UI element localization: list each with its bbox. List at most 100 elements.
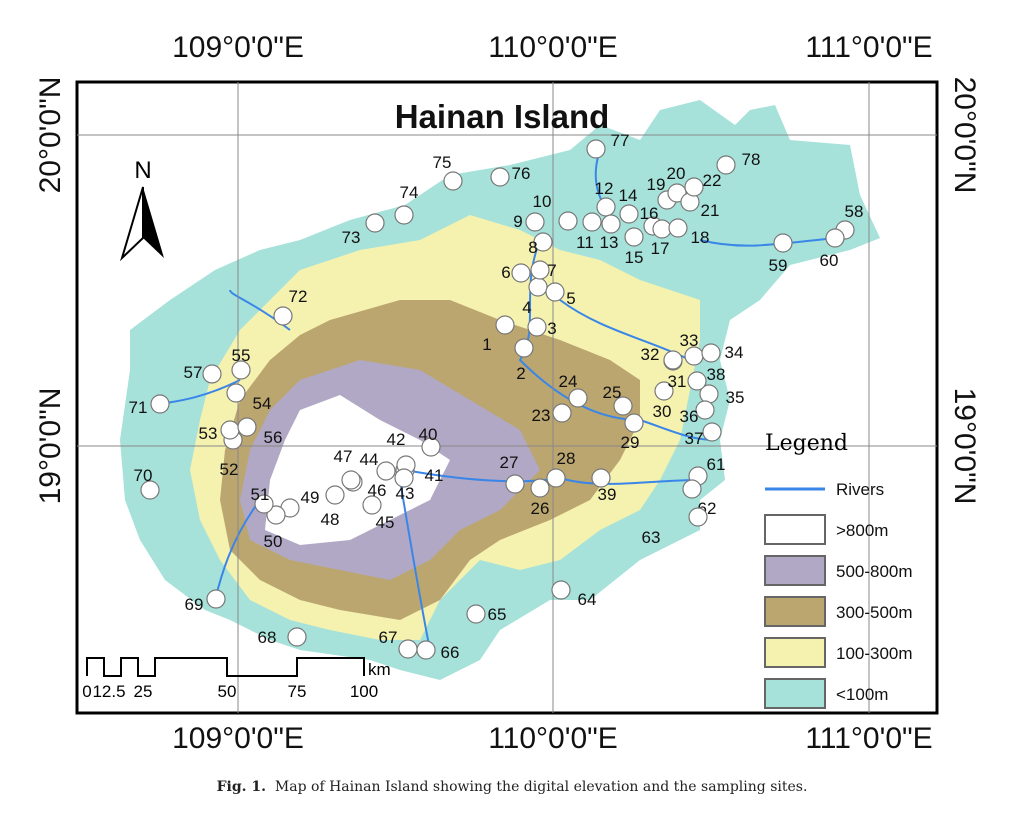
left-tick: 20°0'0"N bbox=[34, 77, 67, 194]
caption-label: Fig. 1. bbox=[216, 779, 267, 795]
legend-swatch bbox=[764, 555, 826, 586]
legend-title: Legend bbox=[765, 431, 848, 456]
river bbox=[518, 239, 716, 441]
site-label: 6 bbox=[501, 263, 510, 282]
site-label: 32 bbox=[641, 345, 660, 364]
legend-swatch bbox=[764, 596, 826, 627]
site-marker bbox=[701, 343, 721, 363]
site-label: 56 bbox=[264, 428, 283, 447]
site-marker bbox=[773, 233, 793, 253]
site-label: 59 bbox=[769, 256, 788, 275]
site-label: 28 bbox=[557, 449, 576, 468]
site-marker bbox=[825, 228, 845, 248]
site-label: 51 bbox=[251, 485, 270, 504]
scale-label: 100 bbox=[350, 682, 378, 701]
right-tick: 20°0'0"N bbox=[948, 77, 981, 194]
site-label: 18 bbox=[691, 228, 710, 247]
site-label: 75 bbox=[433, 153, 452, 172]
site-label: 15 bbox=[625, 248, 644, 267]
site-label: 34 bbox=[725, 343, 744, 362]
bottom-tick: 109°0'0"E bbox=[172, 722, 304, 755]
legend-label: 100-300m bbox=[836, 644, 913, 663]
site-marker bbox=[226, 383, 246, 403]
site-marker bbox=[695, 400, 715, 420]
river bbox=[699, 237, 836, 247]
site-label: 72 bbox=[289, 287, 308, 306]
site-label: 68 bbox=[258, 628, 277, 647]
legend-label: 500-800m bbox=[836, 562, 913, 581]
site-marker bbox=[341, 470, 361, 490]
site-label: 66 bbox=[441, 643, 460, 662]
top-tick: 109°0'0"E bbox=[172, 31, 304, 64]
bottom-tick: 110°0'0"E bbox=[488, 722, 618, 755]
site-marker bbox=[682, 479, 702, 499]
site-marker bbox=[619, 204, 639, 224]
north-label: N bbox=[134, 157, 151, 184]
site-marker bbox=[568, 388, 588, 408]
site-marker bbox=[551, 580, 571, 600]
north-arrow: N bbox=[119, 157, 164, 262]
site-marker bbox=[511, 263, 531, 283]
site-marker bbox=[220, 420, 240, 440]
site-marker bbox=[206, 589, 226, 609]
top-tick: 110°0'0"E bbox=[488, 31, 618, 64]
site-label: 52 bbox=[220, 460, 239, 479]
site-label: 44 bbox=[360, 450, 379, 469]
site-label: 25 bbox=[603, 383, 622, 402]
site-marker bbox=[624, 227, 644, 247]
site-marker bbox=[273, 306, 293, 326]
legend-label: Rivers bbox=[836, 480, 884, 499]
site-label: 70 bbox=[134, 466, 153, 485]
site-marker bbox=[466, 604, 486, 624]
site-label: 65 bbox=[488, 605, 507, 624]
site-marker bbox=[624, 413, 644, 433]
site-label: 8 bbox=[528, 238, 537, 257]
site-marker bbox=[394, 468, 414, 488]
site-marker bbox=[525, 212, 545, 232]
site-marker bbox=[716, 155, 736, 175]
legend-label: >800m bbox=[836, 521, 888, 540]
site-label: 3 bbox=[547, 319, 556, 338]
site-marker bbox=[586, 139, 606, 159]
site-marker bbox=[545, 282, 565, 302]
site-label: 13 bbox=[600, 233, 619, 252]
site-label: 21 bbox=[701, 201, 720, 220]
site-label: 38 bbox=[707, 365, 726, 384]
site-marker bbox=[687, 371, 707, 391]
site-marker bbox=[591, 468, 611, 488]
legend: Legend Rivers >800m 500-800m 300-500m 10… bbox=[764, 431, 913, 709]
site-marker bbox=[527, 317, 547, 337]
site-label: 77 bbox=[611, 131, 630, 150]
site-label: 63 bbox=[642, 528, 661, 547]
elevation-layer bbox=[120, 100, 880, 680]
top-tick: 111°0'0"E bbox=[805, 31, 932, 64]
site-label: 39 bbox=[598, 485, 617, 504]
site-label: 12 bbox=[595, 179, 614, 198]
scale-bar: 0 12.5 25 50 75 100 km bbox=[82, 657, 391, 701]
scale-label: 75 bbox=[288, 682, 307, 701]
site-label: 69 bbox=[185, 595, 204, 614]
site-marker bbox=[505, 474, 525, 494]
site-label: 74 bbox=[400, 183, 419, 202]
site-marker bbox=[582, 212, 602, 232]
site-marker bbox=[654, 381, 674, 401]
site-label: 78 bbox=[742, 150, 761, 169]
site-label: 53 bbox=[199, 424, 218, 443]
site-marker bbox=[150, 394, 170, 414]
site-marker bbox=[702, 422, 722, 442]
site-marker bbox=[254, 494, 274, 514]
site-marker bbox=[530, 260, 550, 280]
site-label: 47 bbox=[334, 447, 353, 466]
site-label: 19 bbox=[647, 175, 666, 194]
site-label: 67 bbox=[379, 628, 398, 647]
site-label: 48 bbox=[321, 510, 340, 529]
site-label: 60 bbox=[820, 251, 839, 270]
site-label: 22 bbox=[703, 171, 722, 190]
river bbox=[399, 479, 431, 651]
legend-label: 300-500m bbox=[836, 603, 913, 622]
site-marker bbox=[552, 403, 572, 423]
bottom-tick: 111°0'0"E bbox=[805, 722, 932, 755]
site-marker bbox=[325, 485, 345, 505]
site-label: 36 bbox=[680, 407, 699, 426]
map-title: Hainan Island bbox=[395, 98, 610, 135]
